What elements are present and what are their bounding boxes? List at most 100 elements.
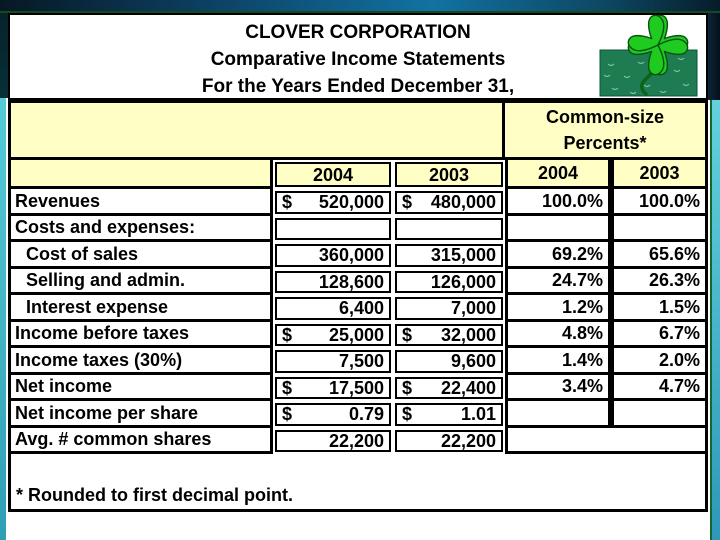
currency-symbol: $ — [402, 324, 413, 345]
percent-cell: 4.8% — [505, 321, 611, 348]
title-box: CLOVER CORPORATION Comparative Income St… — [8, 13, 708, 100]
amount-value: 22,400 — [440, 377, 496, 398]
currency-symbol: $ — [282, 324, 293, 345]
footnote-cell: * Rounded to first decimal point. — [16, 484, 294, 505]
amount-cell: 360,000 — [275, 244, 391, 267]
top-border-band — [0, 0, 720, 13]
clover-panel-speckles — [603, 57, 690, 95]
year-header-cell: 2004 — [505, 160, 611, 189]
currency-symbol: $ — [402, 404, 413, 425]
amount-cell: $32,000 — [395, 323, 503, 346]
amount-value: 7,000 — [450, 298, 496, 319]
amount-value: 25,000 — [328, 324, 384, 345]
percent-cell: 1.2% — [505, 295, 611, 322]
amount-value: 480,000 — [430, 192, 496, 213]
amount-cell: $22,400 — [395, 376, 503, 399]
amount-value: 126,000 — [430, 271, 496, 292]
amount-cell: 7,000 — [395, 297, 503, 320]
row-label-cell: Selling and admin. — [11, 268, 273, 295]
title-line-2: Comparative Income Statements — [210, 49, 506, 70]
amount-value: 520,000 — [318, 192, 384, 213]
group-header-line-2: Percents* — [563, 133, 647, 153]
amount-value: 32,000 — [440, 324, 496, 345]
clover-panel — [599, 49, 698, 97]
amount-value: 128,600 — [318, 271, 384, 292]
percent-cell: 1.4% — [505, 348, 611, 375]
amount-value: 7,500 — [338, 351, 384, 372]
title-line-1: CLOVER CORPORATION — [245, 22, 471, 43]
clover-icon — [599, 14, 698, 97]
amount-value: 22,200 — [328, 430, 384, 451]
amount-cell: 9,600 — [395, 350, 503, 373]
amount-value: 0.79 — [348, 404, 384, 425]
amount-value: 360,000 — [318, 245, 384, 266]
amount-value: 17,500 — [328, 377, 384, 398]
percent-cell — [611, 401, 705, 428]
row-label-cell: Avg. # common shares — [11, 427, 273, 454]
currency-symbol: $ — [402, 377, 413, 398]
row-label-cell: Cost of sales — [11, 242, 273, 269]
percent-cell: 100.0% — [505, 189, 611, 216]
row-label-cell: Net income per share — [11, 401, 273, 428]
amount-cell: 22,200 — [395, 429, 503, 452]
amount-value: 1.01 — [460, 404, 496, 425]
left-border-strip-dark — [0, 13, 8, 98]
left-border-strip-teal — [0, 98, 6, 540]
row-label-cell: Costs and expenses: — [11, 215, 273, 242]
row-label-cell: Interest expense — [11, 295, 273, 322]
percent-cell — [505, 215, 611, 242]
amount-cell: 126,000 — [395, 270, 503, 293]
percent-merged-empty-cell — [505, 427, 705, 454]
percent-cell — [505, 401, 611, 428]
percent-cell: 2.0% — [611, 348, 705, 375]
percent-cell — [611, 215, 705, 242]
amount-cell: $25,000 — [275, 323, 391, 346]
amount-cell: $17,500 — [275, 376, 391, 399]
amount-cell — [275, 217, 391, 240]
amount-value: 315,000 — [430, 245, 496, 266]
amount-cell: 7,500 — [275, 350, 391, 373]
amount-value: 22,200 — [440, 430, 496, 451]
percent-cell: 3.4% — [505, 374, 611, 401]
slide-title: CLOVER CORPORATION Comparative Income St… — [10, 15, 706, 100]
group-header-cell: Common-size Percents* — [505, 103, 705, 160]
row-label-cell: Income taxes (30%) — [11, 348, 273, 375]
currency-symbol: $ — [282, 377, 293, 398]
currency-symbol: $ — [402, 192, 413, 213]
amount-cell: 6,400 — [275, 297, 391, 320]
amount-cell: 22,200 — [275, 429, 391, 452]
currency-symbol: $ — [282, 404, 293, 425]
income-statement-table: Common-size Percents* 2004 2003 2004 200… — [8, 100, 708, 512]
header-spacer-cell — [11, 103, 505, 160]
amount-value: 9,600 — [450, 351, 496, 372]
year-header-cell: 2003 — [611, 160, 705, 189]
title-line-3: For the Years Ended December 31, — [201, 76, 515, 97]
percent-cell: 4.7% — [611, 374, 705, 401]
percent-cell: 26.3% — [611, 268, 705, 295]
right-border-strip-teal — [710, 100, 720, 540]
amount-cell — [395, 217, 503, 240]
percent-cell: 69.2% — [505, 242, 611, 269]
year-header-cell: 2003 — [395, 162, 503, 187]
year-header-cell: 2004 — [275, 162, 391, 187]
amount-cell: $520,000 — [275, 191, 391, 214]
percent-cell: 24.7% — [505, 268, 611, 295]
year-header-spacer-cell — [11, 160, 273, 189]
amount-cell: $1.01 — [395, 403, 503, 426]
amount-value: 6,400 — [338, 298, 384, 319]
row-label-cell: Income before taxes — [11, 321, 273, 348]
percent-cell: 6.7% — [611, 321, 705, 348]
clover-leaves — [627, 14, 689, 76]
currency-symbol: $ — [282, 192, 293, 213]
group-header-line-1: Common-size — [545, 107, 664, 127]
amount-cell: 128,600 — [275, 270, 391, 293]
right-border-strip-dark — [708, 13, 720, 100]
amount-cell: 315,000 — [395, 244, 503, 267]
percent-cell: 65.6% — [611, 242, 705, 269]
percent-cell: 100.0% — [611, 189, 705, 216]
amount-cell: $480,000 — [395, 191, 503, 214]
percent-cell: 1.5% — [611, 295, 705, 322]
amount-cell: $0.79 — [275, 403, 391, 426]
row-label-cell: Net income — [11, 374, 273, 401]
